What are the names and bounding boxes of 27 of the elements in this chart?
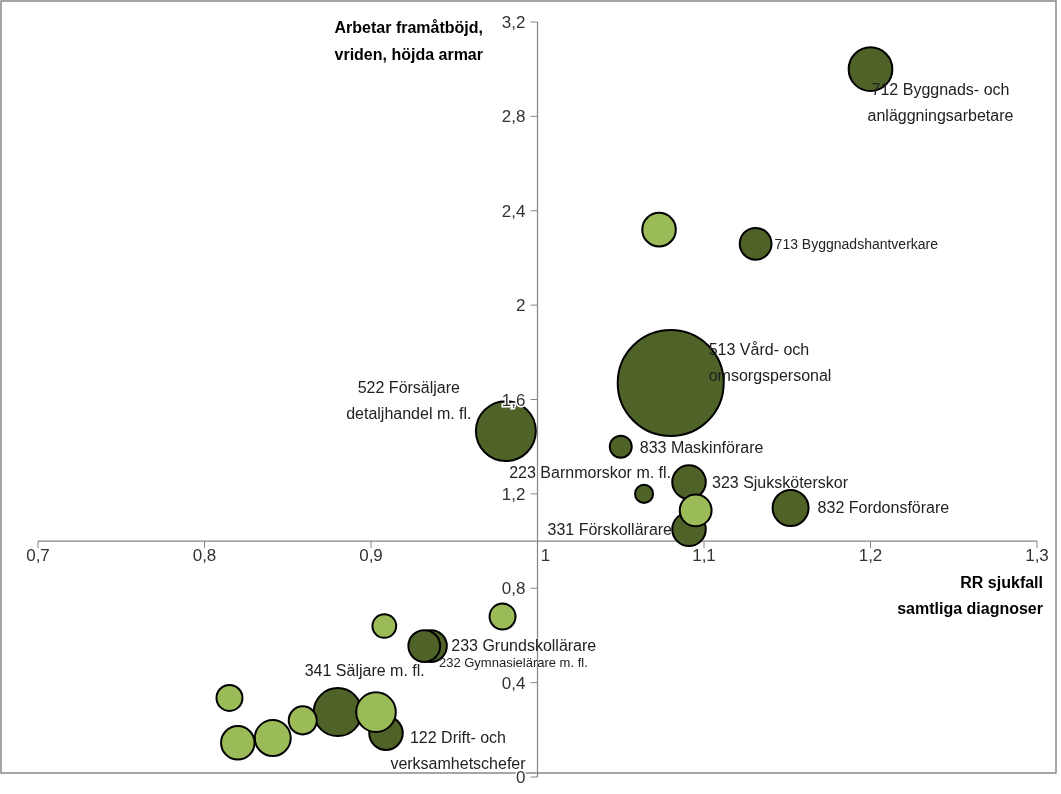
annotation: 331 Förskollärare — [547, 521, 673, 539]
x-tick-label: 0,7 — [26, 546, 50, 566]
x-axis-title: RR sjukfall samtliga diagnoser — [897, 574, 1043, 617]
x-tick-label: 1,2 — [858, 546, 883, 566]
y-tick-label: 1,2 — [501, 484, 526, 504]
y-tick-label: 0,8 — [501, 579, 526, 599]
x-tick-label: 0,8 — [192, 546, 217, 566]
annotation: 223 Barnmorskor m. fl. — [509, 463, 672, 481]
y-tick-label: 2,8 — [501, 107, 526, 127]
annotation: 712 Byggnads- och anläggningsarbetare — [867, 81, 1014, 124]
annotation: 232 Gymnasielärare m. fl. — [438, 655, 588, 671]
annotation: 833 Maskinförare — [639, 438, 764, 456]
annotation: 522 Försäljare detaljhandel m. fl. — [346, 379, 472, 422]
annotation: 341 Säljare m. fl. — [304, 662, 425, 680]
annotation: 713 Byggnadshantverkare — [774, 235, 939, 252]
annotation: 832 Fordonsförare — [817, 499, 950, 517]
y-axis-title: Arbetar framåtböjd, vriden, höjda armar — [334, 19, 483, 63]
x-tick-label: 0,9 — [359, 546, 383, 566]
annotation: 233 Grundskollärare — [451, 637, 597, 655]
annotation: 323 Sjuksköterskor — [712, 474, 849, 492]
y-tick-label: 3,2 — [501, 13, 526, 32]
x-tick-label: 1 — [540, 546, 551, 566]
x-tick-label: 1,1 — [692, 546, 716, 566]
x-tick-label: 1,3 — [1025, 546, 1049, 566]
y-tick-label: 2,4 — [501, 201, 526, 221]
y-tick-label: 0,4 — [501, 673, 526, 693]
y-tick-label: 2 — [516, 296, 526, 316]
